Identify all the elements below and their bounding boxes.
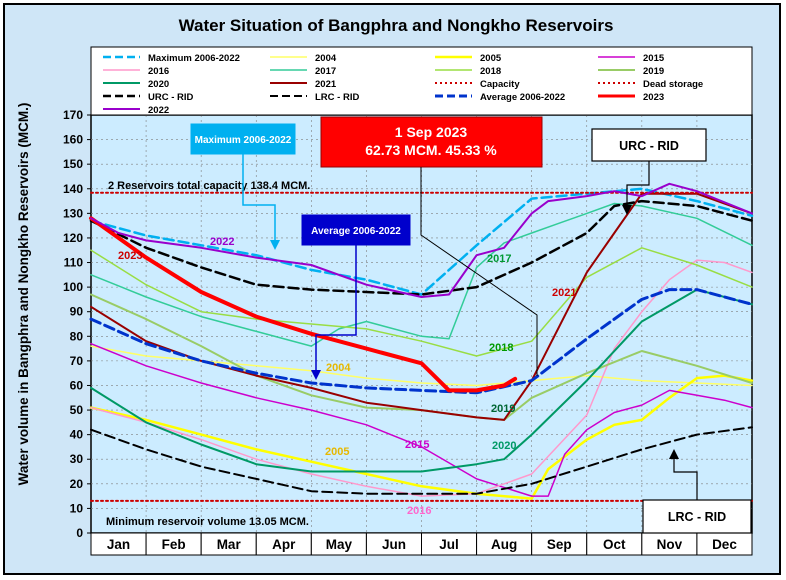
x-tick-label: May [326, 537, 353, 552]
y-tick-label: 130 [63, 206, 83, 220]
y-tick-label: 120 [63, 231, 83, 245]
series-label: 2020 [492, 440, 516, 452]
series-label: 2015 [405, 439, 429, 451]
series-label: 2017 [487, 253, 511, 265]
legend-entry: 2005 [480, 53, 502, 64]
y-axis-label: Water volume in Bangphra and Nongkho Res… [16, 103, 31, 486]
legend-entry: Maximum 2006-2022 [148, 53, 240, 64]
y-tick-label: 0 [76, 526, 83, 540]
x-tick-label: Sep [547, 537, 572, 552]
x-tick-label: Nov [657, 537, 683, 552]
capacity-label: 2 Reservoirs total capacity 138.4 MCM. [108, 180, 310, 192]
y-tick-label: 30 [70, 452, 84, 466]
urc-callout-arrow [622, 205, 632, 215]
x-tick-label: Jun [382, 537, 406, 552]
legend: Maximum 2006-2022 2004 2005 2015 2016 2017 201… [90, 46, 753, 116]
y-tick-label: 50 [70, 403, 84, 417]
chart-title: Water Situation of Bangphra and Nongkho … [179, 16, 614, 35]
series-label: 2021 [552, 287, 576, 299]
series-line [90, 182, 753, 298]
x-tick-label: Aug [491, 537, 517, 552]
series-label: 2004 [326, 362, 351, 374]
series-line [90, 426, 753, 495]
avg-callout-leader [315, 245, 357, 372]
y-tick-label: 60 [70, 378, 84, 392]
series-line [89, 216, 518, 393]
series-label: 2023 [118, 250, 142, 262]
series-layer [89, 182, 754, 502]
x-tick-label: Dec [712, 537, 737, 552]
y-tick-label: 80 [70, 329, 84, 343]
max-callout-arrow [270, 240, 280, 250]
legend-entry: Capacity [480, 79, 520, 90]
legend-entry: 2020 [148, 79, 169, 90]
series-line [89, 374, 754, 500]
lrc-callout-arrow [669, 449, 679, 459]
series-line [90, 259, 753, 497]
max-callout-box [190, 123, 296, 155]
current-callout-box [320, 116, 543, 168]
x-tick-label: Mar [217, 537, 242, 552]
urc-callout-box [591, 128, 707, 162]
y-tick-label: 10 [70, 501, 84, 515]
x-tick-label: Feb [162, 537, 186, 552]
avg-callout-arrow [311, 370, 321, 380]
lrc-callout-leader [673, 457, 698, 500]
max-callout-label: Maximum 2006-2022 [195, 135, 292, 146]
legend-entry: 2021 [315, 79, 337, 90]
series-label: 2005 [325, 446, 349, 458]
legend-entry: 2018 [480, 66, 501, 77]
x-tick-label: Jan [107, 537, 130, 552]
lrc-callout-label: LRC - RID [668, 510, 726, 524]
legend-entry: 2017 [315, 66, 336, 77]
y-tick-label: 160 [63, 133, 83, 147]
x-tick-label: Jul [439, 537, 459, 552]
series-line [90, 342, 753, 497]
series-label: 2022 [210, 236, 234, 248]
series-label: 2016 [407, 505, 431, 517]
y-tick-label: 20 [70, 477, 84, 491]
legend-box [90, 46, 753, 116]
chart-svg: Water Situation of Bangphra and Nongkho … [16, 16, 754, 556]
series-line [89, 199, 754, 296]
series-line [90, 288, 753, 473]
series-label: 2019 [491, 403, 515, 415]
y-tick-label: 170 [63, 108, 83, 122]
max-callout-leader [242, 154, 276, 242]
chart-frame: Water Situation of Bangphra and Nongkho … [3, 3, 781, 575]
dead-storage-label: Minimum reservoir volume 13.05 MCM. [106, 516, 309, 528]
y-tick-label: 70 [70, 354, 84, 368]
legend-entry: 2004 [315, 53, 337, 64]
y-tick-label: 110 [64, 256, 84, 270]
y-tick-label: 140 [63, 182, 83, 196]
legend-entry: 2016 [148, 66, 169, 77]
series-label: 2018 [489, 342, 513, 354]
legend-entry: Average 2006-2022 [480, 92, 565, 103]
avg-callout-box [301, 214, 411, 246]
legend-entry: Dead storage [643, 79, 703, 90]
y-tick-label: 150 [63, 157, 83, 171]
urc-callout-label: URC - RID [619, 139, 679, 153]
legend-entry: URC - RID [148, 92, 194, 103]
y-tick-label: 90 [70, 305, 84, 319]
series-line [90, 247, 753, 357]
current-callout-leader [420, 167, 538, 376]
legend-entry: 2015 [643, 53, 665, 64]
x-tick-label: Apr [272, 537, 296, 552]
legend-entry: 2022 [148, 105, 169, 116]
y-tick-label: 40 [70, 428, 84, 442]
legend-entry: LRC - RID [315, 92, 359, 103]
legend-entry: 2023 [643, 92, 664, 103]
current-callout-value: 62.73 MCM. 45.33 % [365, 142, 497, 158]
series-line [89, 187, 754, 296]
urc-callout-leader [626, 161, 650, 207]
current-callout-date: 1 Sep 2023 [395, 124, 468, 140]
y-tick-label: 100 [63, 280, 83, 294]
avg-callout-label: Average 2006-2022 [311, 226, 401, 237]
lrc-callout-box [642, 499, 752, 534]
x-tick-label: Oct [603, 537, 626, 552]
legend-entry: 2019 [643, 66, 664, 77]
